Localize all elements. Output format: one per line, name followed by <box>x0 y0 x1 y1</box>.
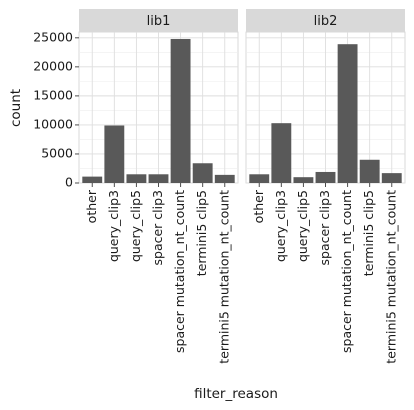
bar-lib1-4 <box>170 38 191 183</box>
y-tick-label: 15000 <box>33 87 73 102</box>
bar-lib2-6 <box>381 173 402 183</box>
x-tick-label: query_clip5 <box>128 190 143 262</box>
y-tick-label: 10000 <box>33 116 73 131</box>
y-axis-ticks: 0 5000 10000 15000 20000 25000 <box>33 29 79 190</box>
bar-layer <box>82 38 402 184</box>
facet-strip <box>246 9 405 32</box>
bar-lib1-1 <box>104 125 125 183</box>
bar-lib2-5 <box>359 159 380 183</box>
y-tick-label: 5000 <box>41 145 73 160</box>
x-tick-label: query_clip3 <box>273 190 288 262</box>
strip-layer: lib1 lib2 <box>79 9 405 32</box>
x-tick-label: termini5 mutation_nt_count <box>383 190 398 364</box>
bar-lib2-0 <box>249 174 270 183</box>
y-axis-title: count <box>8 89 24 127</box>
facet-strip <box>79 9 238 32</box>
x-tick-label: spacer clip3 <box>317 190 332 266</box>
facet-strip-label: lib1 <box>147 14 171 29</box>
x-tick-label: other <box>84 189 99 223</box>
bar-lib1-5 <box>192 163 213 183</box>
x-tick-label: query_clip3 <box>106 190 121 262</box>
bar-lib1-6 <box>214 174 235 183</box>
bar-lib1-0 <box>82 176 103 183</box>
bar-lib2-2 <box>293 177 314 183</box>
y-tick-label: 25000 <box>33 29 73 44</box>
bar-lib2-3 <box>315 171 336 183</box>
bar-lib1-3 <box>148 174 169 183</box>
x-tick-label: spacer mutation_nt_count <box>339 190 354 353</box>
x-axis-title: filter_reason <box>194 386 278 402</box>
facet-strip-label: lib2 <box>314 14 338 29</box>
x-tick-label: spacer clip3 <box>150 190 165 266</box>
x-tick-label: termini5 clip5 <box>194 190 209 276</box>
x-tick-label: other <box>251 189 266 223</box>
x-tick-label: termini5 mutation_nt_count <box>216 190 231 364</box>
bar-lib2-1 <box>271 123 292 183</box>
x-axis-ticks: other query_clip3 query_clip5 spacer clip3 s… <box>84 183 398 364</box>
x-tick-label: spacer mutation_nt_count <box>172 190 187 353</box>
x-tick-label: termini5 clip5 <box>361 190 376 276</box>
bar-lib1-2 <box>126 174 147 183</box>
x-tick-label: query_clip5 <box>295 190 310 262</box>
bar-lib2-4 <box>337 44 358 184</box>
y-tick-label: 0 <box>65 175 73 190</box>
y-tick-label: 20000 <box>33 58 73 73</box>
